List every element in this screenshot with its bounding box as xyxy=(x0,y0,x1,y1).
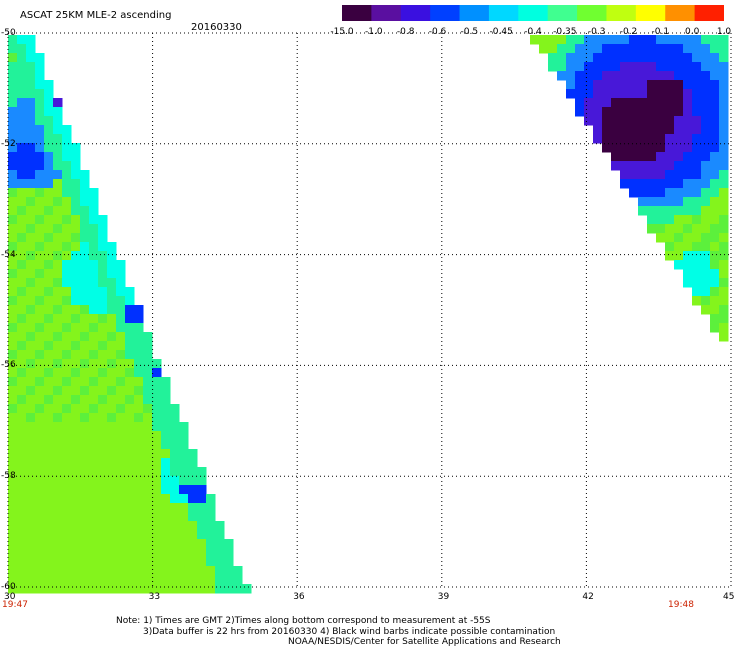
graticule xyxy=(7,32,732,588)
colorbar-label: -0.8 xyxy=(396,27,415,37)
lon-tick-label: 36 xyxy=(293,592,305,602)
lon-tick-label: 39 xyxy=(437,592,450,602)
product-title: ASCAT 25KM MLE-2 ascending xyxy=(20,10,172,21)
color-scale-bar xyxy=(342,5,724,21)
colorbar-label: -0.3 xyxy=(587,27,606,37)
swath-left xyxy=(8,35,252,594)
colorbar-segment xyxy=(665,5,696,21)
lat-tick-label: -60 xyxy=(1,582,16,592)
colorbar-segment xyxy=(459,5,490,21)
lon-tick-label: 30 xyxy=(4,592,16,602)
lat-tick-label: -58 xyxy=(1,471,16,482)
lat-tick-label: -52 xyxy=(1,138,16,149)
lat-tick-label: -56 xyxy=(1,360,16,371)
swath-map xyxy=(7,32,732,594)
colorbar-label: -15.0 xyxy=(330,27,354,37)
colorbar-segment xyxy=(577,5,608,21)
product-date: 20160330 xyxy=(191,22,242,33)
colorbar-label: 1.0 xyxy=(716,27,732,37)
colorbar-segment xyxy=(400,5,431,21)
colorbar-segment xyxy=(371,5,402,21)
colorbar-segment xyxy=(635,5,666,21)
colorbar-segment xyxy=(518,5,549,21)
swath-right xyxy=(530,35,729,342)
colorbar-segment xyxy=(694,5,724,21)
colorbar-segment xyxy=(430,5,461,21)
lon-tick-label: 45 xyxy=(723,592,735,602)
note-line-3: NOAA/NESDIS/Center for Satellite Applica… xyxy=(288,637,561,647)
colorbar-label: -0.5 xyxy=(460,27,479,37)
colorbar-segment xyxy=(606,5,637,21)
colorbar-segment xyxy=(342,5,372,21)
lat-tick-label: -54 xyxy=(1,249,16,260)
colorbar-label: -0.2 xyxy=(619,27,638,37)
colorbar-label: -0.35 xyxy=(553,27,577,37)
colorbar-label: -0.45 xyxy=(489,27,513,37)
time-start-label: 19:47 xyxy=(2,600,28,610)
note-line-1: Note: 1) Times are GMT 2)Times along bot… xyxy=(116,616,491,626)
lon-tick-label: 33 xyxy=(148,592,161,602)
lat-tick-label: -50 xyxy=(1,28,16,38)
colorbar-label: 0.0 xyxy=(684,27,700,37)
colorbar-label: -0.6 xyxy=(428,27,447,37)
colorbar-label: -1.0 xyxy=(365,27,383,37)
colorbar-segment xyxy=(547,5,578,21)
time-end-label: 19:48 xyxy=(668,600,694,610)
footnotes: Note: 1) Times are GMT 2)Times along bot… xyxy=(116,616,561,648)
colorbar-label: -0.1 xyxy=(651,27,670,37)
lon-tick-label: 42 xyxy=(582,592,594,602)
colorbar-label: -0.4 xyxy=(524,27,542,37)
colorbar-segment xyxy=(488,5,519,21)
note-line-2: 3)Data buffer is 22 hrs from 20160330 4)… xyxy=(143,626,556,637)
